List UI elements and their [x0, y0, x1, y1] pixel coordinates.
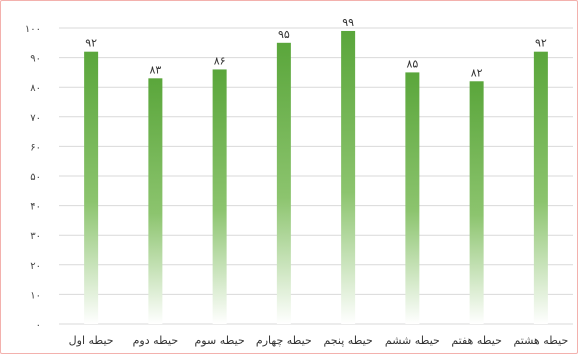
- bar: [469, 81, 484, 324]
- y-tick-label: ۴۰: [30, 202, 41, 213]
- x-axis: حیطه اول حیطه دوم حیطه سوم حیطه چهارم حیطه پ…: [69, 334, 569, 347]
- bar: [341, 30, 356, 325]
- y-tick-label: ۱۰: [30, 290, 41, 301]
- y-tick-label: ۵۰: [30, 172, 41, 183]
- bars: [84, 30, 548, 325]
- bar: [276, 42, 291, 325]
- y-tick-label: ۹۰: [30, 54, 41, 65]
- y-tick-label: ۲۰: [30, 261, 41, 272]
- data-label: ۸۵: [406, 57, 418, 70]
- data-label: ۹۲: [535, 37, 547, 50]
- y-tick-label: ۱۰۰: [25, 24, 41, 35]
- y-tick-label: ۳۰: [30, 231, 41, 242]
- y-axis: ۰ ۱۰ ۲۰ ۳۰ ۴۰ ۵۰ ۶۰ ۷۰ ۸۰ ۹۰ ۱۰۰: [25, 24, 41, 331]
- x-tick-label: حیطه اول: [69, 334, 114, 347]
- data-label: ۸۶: [214, 54, 226, 67]
- x-tick-label: حیطه هفتم: [451, 334, 502, 347]
- x-tick-label: حیطه ششم: [385, 334, 440, 347]
- y-tick-label: ۶۰: [30, 142, 41, 153]
- y-tick-label: ۰: [36, 320, 41, 331]
- data-labels: ۹۲ ۸۳ ۸۶ ۹۵ ۹۹ ۸۵ ۸۲ ۹۲: [85, 16, 547, 79]
- y-tick-label: ۸۰: [30, 83, 41, 94]
- bar: [533, 51, 548, 325]
- data-label: ۹۵: [278, 28, 290, 41]
- bar: [84, 51, 99, 325]
- data-label: ۸۳: [149, 63, 161, 76]
- gridlines: [59, 27, 573, 325]
- bar: [148, 78, 163, 324]
- x-tick-label: حیطه دوم: [133, 334, 179, 347]
- y-tick-label: ۷۰: [30, 113, 41, 124]
- data-label: ۹۹: [342, 16, 354, 29]
- data-label: ۹۲: [85, 37, 97, 50]
- x-tick-label: حیطه چهارم: [256, 334, 312, 347]
- x-tick-label: حیطه پنجم: [323, 334, 372, 347]
- x-tick-label: حیطه هشتم: [513, 334, 568, 347]
- bar: [212, 69, 227, 324]
- x-tick-label: حیطه سوم: [195, 334, 245, 347]
- data-label: ۸۲: [471, 66, 483, 79]
- bar: [405, 72, 420, 325]
